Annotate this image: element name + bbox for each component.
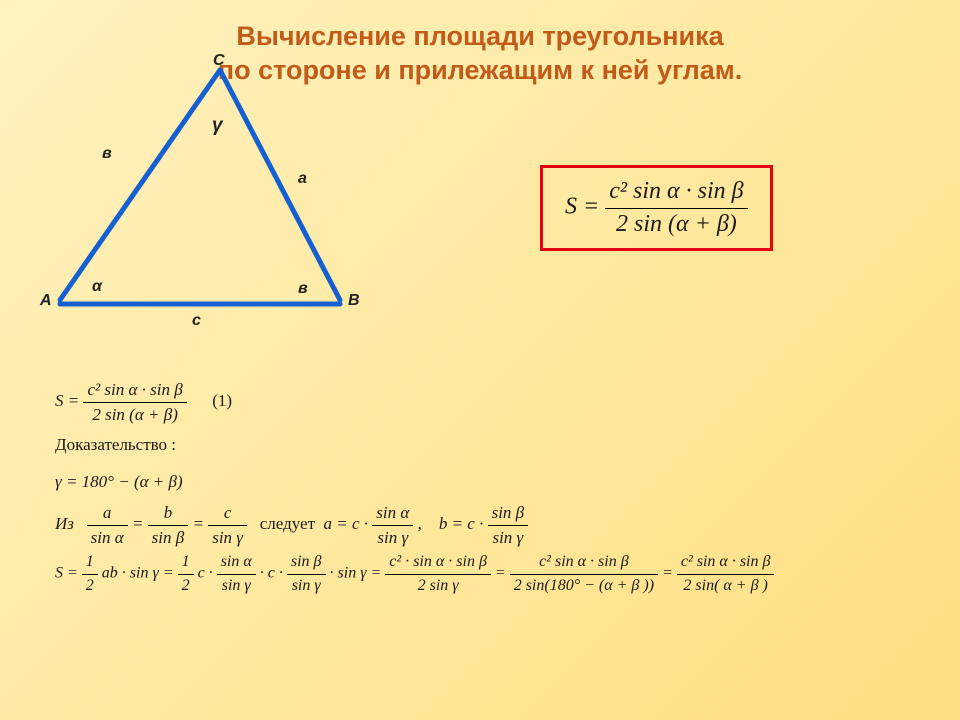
- s5-den: 2 sin( α + β ): [677, 575, 775, 595]
- angle-beta: в: [298, 280, 308, 298]
- proof-block: S = c² sin α · sin β 2 sin (α + β) (1) Д…: [55, 380, 935, 601]
- gamma-eq: γ = 180° − (α + β): [55, 467, 935, 498]
- formula-fraction: c² sin α · sin β 2 sin (α + β): [605, 178, 747, 238]
- s2-den: 2: [178, 575, 194, 595]
- title-line-1: Вычисление площади треугольника: [236, 21, 723, 51]
- angle-gamma: γ: [212, 115, 223, 137]
- s1-tail: ab · sin γ =: [102, 565, 174, 582]
- formula-den: 2 sin (α + β): [605, 209, 747, 239]
- s2-dot: · c ·: [260, 565, 283, 582]
- eq1-tag: (1): [212, 391, 232, 410]
- a-expr-num: sin α: [372, 503, 413, 526]
- s4-num: c² sin α · sin β: [510, 553, 658, 574]
- a-expr-lhs: a = c ·: [324, 514, 369, 533]
- sr-b-den: sin β: [148, 526, 189, 548]
- s2-tail: · sin γ =: [330, 565, 382, 582]
- eq1-den: 2 sin (α + β): [83, 403, 186, 425]
- s5-num: c² sin α · sin β: [677, 553, 775, 574]
- follows-word: следует: [260, 514, 315, 533]
- proof-label: Доказательство :: [55, 430, 935, 461]
- s4-den: 2 sin(180° − (α + β )): [510, 575, 658, 595]
- triangle-diagram: A B C в a с α в γ: [40, 60, 400, 330]
- sine-rule-row: Из a sin α = b sin β = c sin γ следует a…: [55, 503, 935, 547]
- s2f1-den: sin γ: [217, 575, 256, 595]
- eq1-lhs: S =: [55, 391, 79, 410]
- from-word: Из: [55, 514, 74, 533]
- s1-den: 2: [82, 575, 98, 595]
- b-expr-den: sin γ: [488, 526, 529, 548]
- main-formula-box: S = c² sin α · sin β 2 sin (α + β): [540, 165, 773, 251]
- s2-num: 1: [178, 553, 194, 574]
- side-a: a: [298, 170, 307, 188]
- s2f2-num: sin β: [287, 553, 326, 574]
- vertex-C: C: [213, 52, 225, 70]
- s1-num: 1: [82, 553, 98, 574]
- sr-b-num: b: [148, 503, 189, 526]
- sr-c-den: sin γ: [208, 526, 247, 548]
- sr-a-den: sin α: [87, 526, 128, 548]
- s2-mid: c ·: [198, 565, 213, 582]
- s-chain: S = 1 2 ab · sin γ = 1 2 c · sin α sin γ…: [55, 553, 935, 595]
- proof-eq1: S = c² sin α · sin β 2 sin (α + β) (1): [55, 380, 935, 424]
- s2f2-den: sin γ: [287, 575, 326, 595]
- side-v-left: в: [102, 145, 112, 163]
- vertex-B: B: [348, 292, 360, 310]
- a-expr-den: sin γ: [372, 526, 413, 548]
- s-lhs: S =: [55, 565, 78, 582]
- formula-lhs: S =: [565, 194, 599, 220]
- eq1-num: c² sin α · sin β: [83, 380, 186, 403]
- s2f1-num: sin α: [217, 553, 256, 574]
- b-expr-lhs: b = c ·: [439, 514, 484, 533]
- vertex-A: A: [40, 292, 52, 310]
- s3-den: 2 sin γ: [385, 575, 491, 595]
- sr-c-num: c: [208, 503, 247, 526]
- sr-a-num: a: [87, 503, 128, 526]
- b-expr-num: sin β: [488, 503, 529, 526]
- side-c: с: [192, 312, 201, 330]
- formula-num: c² sin α · sin β: [605, 178, 747, 209]
- angle-alpha: α: [92, 278, 102, 296]
- s3-num: c² · sin α · sin β: [385, 553, 491, 574]
